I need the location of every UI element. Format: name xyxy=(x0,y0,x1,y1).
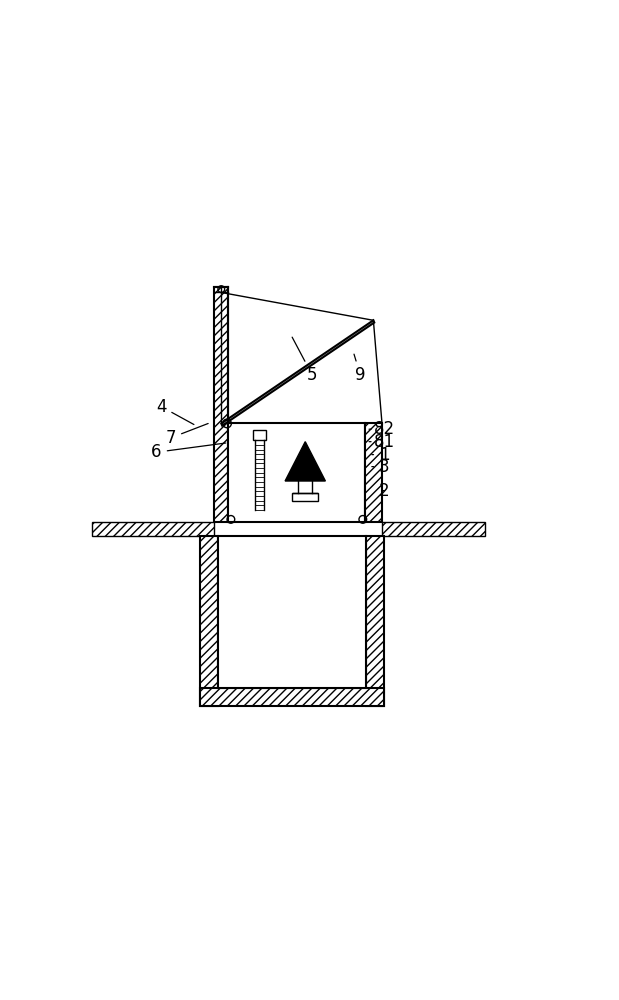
Polygon shape xyxy=(382,522,485,536)
Polygon shape xyxy=(366,536,384,706)
Text: 82: 82 xyxy=(369,420,395,438)
Text: 9: 9 xyxy=(354,354,366,384)
Polygon shape xyxy=(292,493,318,501)
Polygon shape xyxy=(200,536,218,706)
Text: 6: 6 xyxy=(151,443,226,461)
Text: 5: 5 xyxy=(292,337,318,384)
Polygon shape xyxy=(285,442,326,481)
Polygon shape xyxy=(200,688,384,706)
Polygon shape xyxy=(365,423,382,522)
Text: 3: 3 xyxy=(372,458,390,476)
Polygon shape xyxy=(218,536,366,688)
Polygon shape xyxy=(222,320,374,426)
Text: 81: 81 xyxy=(369,433,395,451)
Text: 7: 7 xyxy=(166,423,208,447)
Polygon shape xyxy=(92,522,214,536)
Polygon shape xyxy=(228,423,365,522)
Polygon shape xyxy=(214,287,228,522)
Text: 1: 1 xyxy=(372,446,390,464)
Polygon shape xyxy=(253,430,266,440)
Text: 4: 4 xyxy=(156,398,194,425)
Text: 2: 2 xyxy=(379,482,390,500)
